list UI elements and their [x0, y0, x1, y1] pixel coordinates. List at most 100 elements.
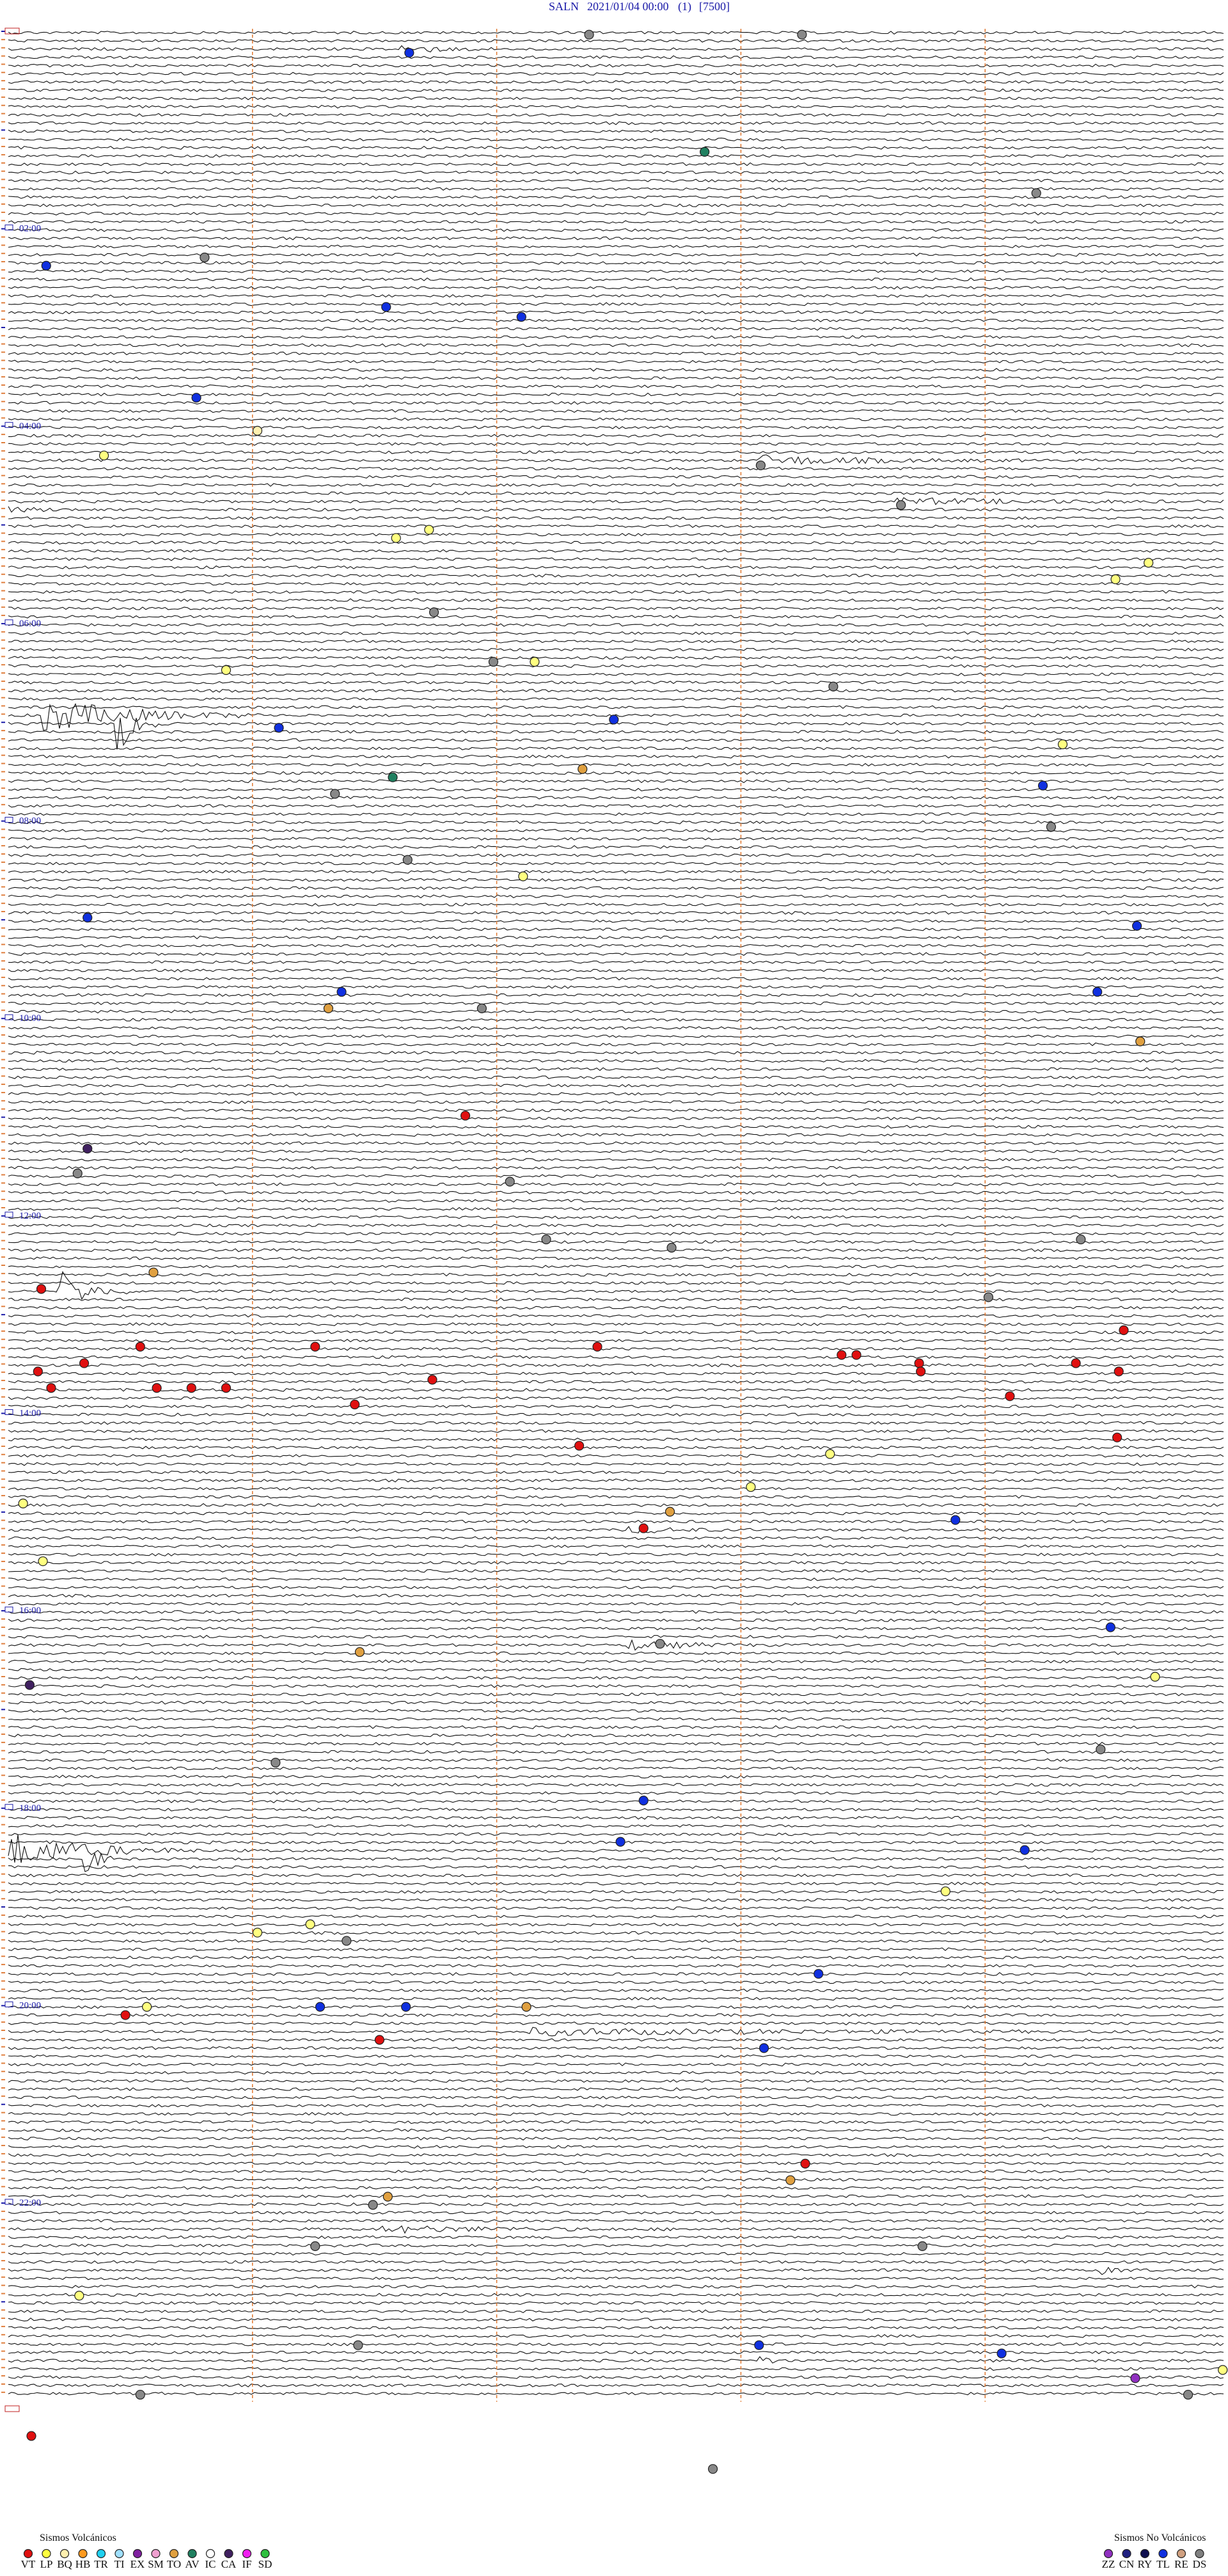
trace	[8, 146, 1224, 150]
trace	[8, 319, 1224, 322]
event-marker	[1057, 739, 1068, 750]
trace	[8, 837, 1224, 841]
trace	[8, 1519, 1224, 1524]
trace	[8, 178, 1224, 183]
event-marker	[381, 302, 391, 312]
trace	[8, 984, 1224, 989]
trace	[8, 703, 1224, 731]
trace	[8, 2054, 1224, 2058]
trace	[8, 1050, 1224, 1055]
trace	[8, 1363, 1224, 1368]
trace	[8, 1824, 1224, 1828]
trace	[8, 1478, 1224, 1483]
trace	[8, 1906, 1224, 1910]
datetime: 2021/01/04 00:00	[587, 0, 669, 13]
event-marker	[800, 2158, 810, 2169]
event-marker	[1031, 188, 1041, 198]
row-tick	[1, 754, 5, 756]
row-tick	[1, 162, 5, 164]
row-tick	[1, 2037, 5, 2039]
row-tick	[1, 697, 5, 699]
row-tick	[1, 195, 5, 197]
row-tick	[1, 927, 5, 929]
row-tick	[1, 2367, 5, 2369]
legend: Sismos Volcánicos VT LP BQ HB TR TI EX SM TO AV IC C…	[21, 2533, 1207, 2570]
row-tick	[1, 2235, 5, 2237]
row-tick	[1, 960, 5, 962]
row-tick	[1, 1116, 5, 1118]
row-tick	[1, 1815, 5, 1817]
trace	[8, 1009, 1224, 1014]
hour-box	[4, 1014, 13, 1020]
trace	[8, 2021, 1224, 2026]
trace	[8, 1725, 1224, 1730]
row-tick	[1, 1856, 5, 1858]
row-tick	[1, 878, 5, 880]
trace	[8, 1972, 1224, 1976]
trace	[8, 1116, 1224, 1121]
legend-swatch	[1158, 2548, 1168, 2559]
hour-box	[4, 1606, 13, 1613]
trace	[8, 1947, 1224, 1952]
legend-code: CA	[221, 2558, 237, 2570]
legend-code: SD	[258, 2558, 272, 2570]
trace	[8, 1799, 1224, 1803]
row-tick	[1, 573, 5, 575]
trace	[8, 434, 1224, 438]
trace	[8, 2342, 1224, 2346]
event-marker	[354, 1647, 365, 1657]
row-tick	[1, 2005, 5, 2007]
row-tick	[1, 1396, 5, 1398]
trace	[8, 491, 1224, 495]
legend-swatch	[1195, 2548, 1204, 2559]
row-tick	[1, 335, 5, 336]
row-tick	[1, 1618, 5, 1620]
row-tick	[1, 622, 5, 624]
event-marker	[574, 1441, 585, 1451]
event-marker	[638, 1796, 649, 1806]
row-tick	[1, 178, 5, 180]
row-tick	[1, 1125, 5, 1126]
row-tick	[1, 1387, 5, 1389]
trace	[8, 664, 1224, 668]
trace	[8, 1750, 1224, 1754]
trace	[8, 557, 1224, 561]
trace	[8, 104, 1224, 109]
event-marker	[152, 1383, 162, 1393]
trace	[8, 1758, 1224, 1762]
row-tick	[1, 541, 5, 542]
row-tick	[1, 80, 5, 82]
row-tick	[1, 1380, 5, 1382]
trace	[8, 351, 1224, 356]
trace	[8, 2356, 1224, 2364]
trace	[8, 162, 1224, 166]
row-tick	[1, 2177, 5, 2179]
trace	[8, 2318, 1224, 2322]
row-tick	[1, 2186, 5, 2188]
trace	[8, 1223, 1224, 1228]
row-tick	[1, 1832, 5, 1834]
row-tick	[1, 1206, 5, 1208]
event-marker	[592, 1341, 602, 1352]
event-marker	[609, 715, 619, 725]
end-box	[4, 2405, 20, 2412]
row-tick	[1, 1289, 5, 1291]
legend-swatch	[132, 2548, 143, 2559]
row-tick	[1, 1774, 5, 1776]
event-marker	[950, 1515, 961, 1525]
trace	[8, 812, 1224, 816]
row-tick	[1, 763, 5, 764]
trace	[8, 886, 1224, 890]
row-tick	[1, 919, 5, 921]
trace	[8, 927, 1224, 931]
legend-swatch	[169, 2548, 179, 2559]
trace	[8, 1610, 1224, 1615]
event-marker	[274, 723, 284, 733]
trace	[8, 647, 1224, 652]
trace	[8, 796, 1224, 800]
legend-swatch	[1122, 2548, 1131, 2559]
hour-label: 08:00	[19, 816, 41, 826]
trace	[8, 1166, 1224, 1170]
event-marker	[191, 393, 201, 403]
trace	[8, 1774, 1224, 1779]
